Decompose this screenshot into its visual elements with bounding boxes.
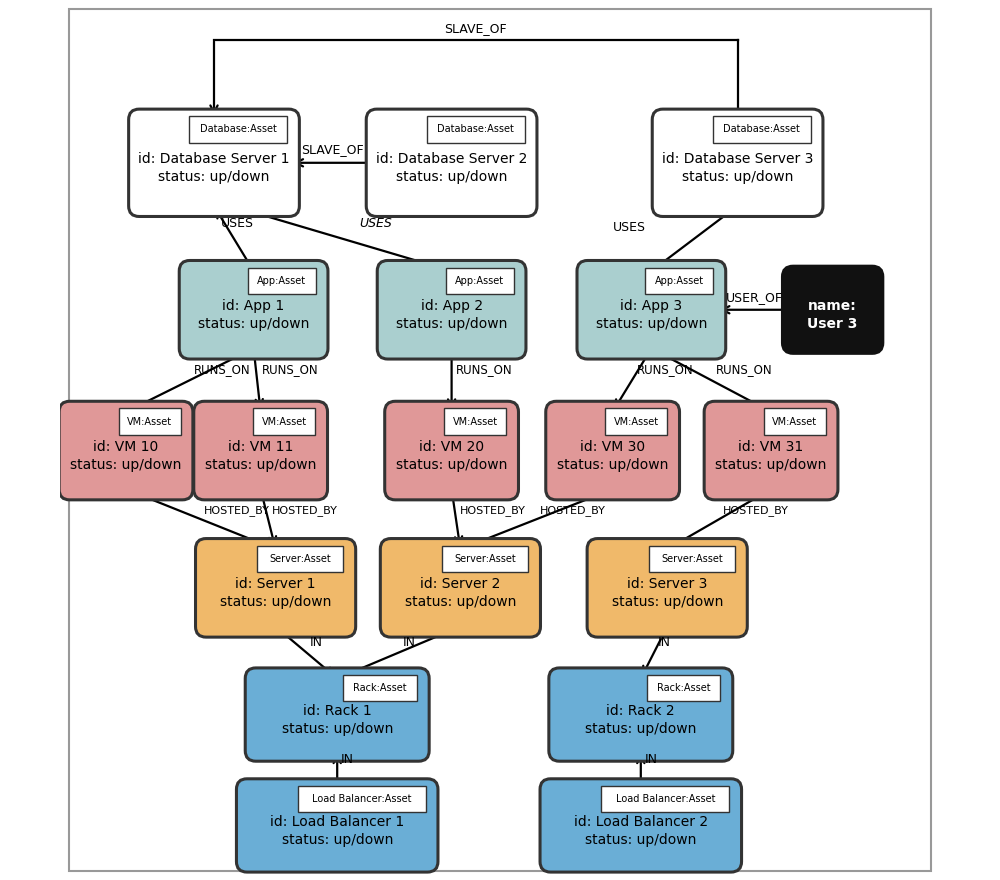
- Text: Database:Asset: Database:Asset: [200, 124, 277, 135]
- Text: Load Balancer:Asset: Load Balancer:Asset: [312, 794, 412, 804]
- Text: name:
User 3: name: User 3: [807, 299, 858, 331]
- Text: IN: IN: [310, 636, 323, 649]
- FancyBboxPatch shape: [179, 260, 328, 359]
- Text: RUNS_ON: RUNS_ON: [636, 363, 693, 376]
- Text: HOSTED_BY: HOSTED_BY: [540, 505, 606, 516]
- FancyBboxPatch shape: [764, 408, 826, 435]
- FancyBboxPatch shape: [257, 546, 343, 572]
- FancyBboxPatch shape: [194, 401, 328, 500]
- FancyBboxPatch shape: [704, 401, 838, 500]
- Text: App:Asset: App:Asset: [455, 275, 504, 286]
- Text: id: Rack 1
status: up/down: id: Rack 1 status: up/down: [282, 704, 393, 736]
- Text: SLAVE_OF: SLAVE_OF: [444, 22, 507, 35]
- Text: id: App 1
status: up/down: id: App 1 status: up/down: [198, 299, 309, 331]
- Text: id: VM 20
status: up/down: id: VM 20 status: up/down: [396, 440, 507, 472]
- FancyBboxPatch shape: [343, 675, 417, 701]
- FancyBboxPatch shape: [69, 9, 931, 871]
- Text: id: VM 30
status: up/down: id: VM 30 status: up/down: [557, 440, 668, 472]
- Text: id: Database Server 2
status: up/down: id: Database Server 2 status: up/down: [376, 152, 527, 184]
- Text: SLAVE_OF: SLAVE_OF: [301, 143, 364, 156]
- Text: id: Rack 2
status: up/down: id: Rack 2 status: up/down: [585, 704, 696, 736]
- Text: id: Server 1
status: up/down: id: Server 1 status: up/down: [220, 577, 331, 609]
- Text: App:Asset: App:Asset: [655, 275, 704, 286]
- FancyBboxPatch shape: [385, 401, 518, 500]
- FancyBboxPatch shape: [427, 116, 525, 143]
- Text: VM:Asset: VM:Asset: [262, 416, 307, 427]
- FancyBboxPatch shape: [577, 260, 726, 359]
- FancyBboxPatch shape: [587, 539, 747, 637]
- Text: USES: USES: [221, 216, 254, 230]
- FancyBboxPatch shape: [647, 675, 720, 701]
- Text: IN: IN: [658, 636, 671, 649]
- Text: Database:Asset: Database:Asset: [437, 124, 514, 135]
- Text: HOSTED_BY: HOSTED_BY: [272, 505, 338, 516]
- FancyBboxPatch shape: [645, 268, 713, 294]
- Text: Server:Asset: Server:Asset: [270, 554, 331, 564]
- Text: RUNS_ON: RUNS_ON: [194, 363, 251, 376]
- FancyBboxPatch shape: [245, 668, 429, 761]
- FancyBboxPatch shape: [713, 116, 811, 143]
- Text: RUNS_ON: RUNS_ON: [262, 363, 318, 376]
- FancyBboxPatch shape: [652, 109, 823, 216]
- Text: VM:Asset: VM:Asset: [614, 416, 659, 427]
- FancyBboxPatch shape: [782, 266, 883, 353]
- Text: USES: USES: [359, 216, 392, 230]
- FancyBboxPatch shape: [236, 779, 438, 872]
- FancyBboxPatch shape: [119, 408, 181, 435]
- FancyBboxPatch shape: [546, 401, 680, 500]
- Text: VM:Asset: VM:Asset: [127, 416, 172, 427]
- Text: USES: USES: [613, 221, 646, 234]
- FancyBboxPatch shape: [253, 408, 315, 435]
- Text: id: VM 10
status: up/down: id: VM 10 status: up/down: [70, 440, 182, 472]
- FancyBboxPatch shape: [605, 408, 667, 435]
- FancyBboxPatch shape: [59, 401, 193, 500]
- Text: HOSTED_BY: HOSTED_BY: [460, 505, 525, 516]
- FancyBboxPatch shape: [377, 260, 526, 359]
- Text: Server:Asset: Server:Asset: [661, 554, 723, 564]
- Text: HOSTED_BY: HOSTED_BY: [204, 505, 270, 516]
- Text: id: Load Balancer 1
status: up/down: id: Load Balancer 1 status: up/down: [270, 815, 404, 847]
- Text: Database:Asset: Database:Asset: [723, 124, 800, 135]
- Text: Server:Asset: Server:Asset: [454, 554, 516, 564]
- FancyBboxPatch shape: [248, 268, 316, 294]
- FancyBboxPatch shape: [549, 668, 733, 761]
- Text: RUNS_ON: RUNS_ON: [716, 363, 772, 376]
- Text: id: Load Balancer 2
status: up/down: id: Load Balancer 2 status: up/down: [574, 815, 708, 847]
- Text: RUNS_ON: RUNS_ON: [456, 363, 513, 376]
- FancyBboxPatch shape: [189, 116, 287, 143]
- FancyBboxPatch shape: [601, 786, 729, 812]
- FancyBboxPatch shape: [444, 408, 506, 435]
- Text: Rack:Asset: Rack:Asset: [657, 683, 710, 693]
- Text: id: VM 11
status: up/down: id: VM 11 status: up/down: [205, 440, 316, 472]
- Text: VM:Asset: VM:Asset: [453, 416, 498, 427]
- Text: id: Database Server 3
status: up/down: id: Database Server 3 status: up/down: [662, 152, 813, 184]
- Text: Rack:Asset: Rack:Asset: [353, 683, 407, 693]
- FancyBboxPatch shape: [196, 539, 356, 637]
- FancyBboxPatch shape: [380, 539, 540, 637]
- Text: id: Server 2
status: up/down: id: Server 2 status: up/down: [405, 577, 516, 609]
- Text: Load Balancer:Asset: Load Balancer:Asset: [616, 794, 715, 804]
- Text: IN: IN: [402, 636, 415, 649]
- Text: id: VM 31
status: up/down: id: VM 31 status: up/down: [715, 440, 827, 472]
- FancyBboxPatch shape: [442, 546, 528, 572]
- FancyBboxPatch shape: [366, 109, 537, 216]
- FancyBboxPatch shape: [298, 786, 426, 812]
- Text: IN: IN: [341, 753, 354, 766]
- Text: id: Server 3
status: up/down: id: Server 3 status: up/down: [612, 577, 723, 609]
- Text: IN: IN: [644, 753, 657, 766]
- FancyBboxPatch shape: [540, 779, 742, 872]
- Text: App:Asset: App:Asset: [257, 275, 306, 286]
- Text: id: App 2
status: up/down: id: App 2 status: up/down: [396, 299, 507, 331]
- Text: id: Database Server 1
status: up/down: id: Database Server 1 status: up/down: [138, 152, 290, 184]
- Text: USER_OF: USER_OF: [726, 291, 783, 304]
- Text: HOSTED_BY: HOSTED_BY: [723, 505, 789, 516]
- FancyBboxPatch shape: [129, 109, 299, 216]
- Text: VM:Asset: VM:Asset: [772, 416, 817, 427]
- Text: id: App 3
status: up/down: id: App 3 status: up/down: [596, 299, 707, 331]
- FancyBboxPatch shape: [649, 546, 735, 572]
- FancyBboxPatch shape: [446, 268, 514, 294]
